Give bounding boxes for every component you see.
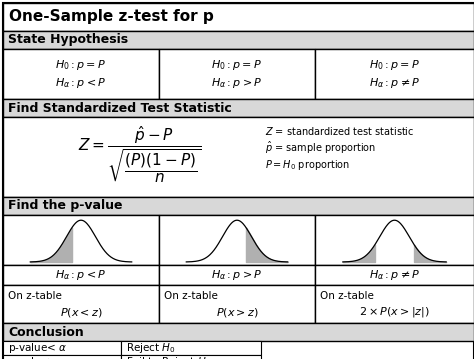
Text: Find the p-value: Find the p-value [8, 200, 122, 213]
Bar [3, 49, 159, 99]
Text: $Z$ = standardized test statistic: $Z$ = standardized test statistic [265, 125, 414, 137]
Text: $H_\alpha: p < P$: $H_\alpha: p < P$ [55, 76, 107, 90]
Bar [159, 215, 315, 265]
Text: $H_\alpha: p \neq P$: $H_\alpha: p \neq P$ [369, 76, 420, 90]
Bar [3, 215, 159, 265]
Bar [315, 285, 474, 323]
Text: One-Sample z-test for p: One-Sample z-test for p [9, 9, 214, 24]
Text: Reject $H_0$: Reject $H_0$ [126, 341, 176, 355]
Bar [3, 117, 474, 197]
Bar [159, 285, 315, 323]
Bar [121, 341, 261, 355]
Bar [159, 49, 315, 99]
Bar [3, 3, 474, 31]
Text: $H_0: p = P$: $H_0: p = P$ [211, 58, 263, 72]
Bar [3, 285, 159, 323]
Text: $H_\alpha: p < P$: $H_\alpha: p < P$ [55, 268, 107, 282]
Bar [3, 31, 474, 49]
Text: $P(x < z)$: $P(x < z)$ [60, 306, 102, 319]
Text: $P = H_0$ proportion: $P = H_0$ proportion [265, 158, 350, 172]
Bar [3, 323, 474, 341]
Bar [315, 265, 474, 285]
Bar [315, 49, 474, 99]
Bar [3, 355, 121, 359]
Bar [315, 215, 474, 265]
Text: $2 \times P(x > |z|)$: $2 \times P(x > |z|)$ [359, 306, 430, 320]
Text: Find Standardized Test Statistic: Find Standardized Test Statistic [8, 102, 232, 115]
Bar [3, 341, 121, 355]
Bar [3, 265, 159, 285]
Text: State Hypothesis: State Hypothesis [8, 33, 128, 47]
Text: $H_\alpha: p > P$: $H_\alpha: p > P$ [211, 76, 263, 90]
Text: Conclusion: Conclusion [8, 326, 84, 339]
Text: $H_0: p = P$: $H_0: p = P$ [369, 58, 420, 72]
Text: $Z = \dfrac{\hat{p} - P}{\sqrt{\dfrac{(P)(1-P)}{n}}}$: $Z = \dfrac{\hat{p} - P}{\sqrt{\dfrac{(P… [79, 125, 201, 185]
Text: $H_\alpha: p \neq P$: $H_\alpha: p \neq P$ [369, 268, 420, 282]
Bar [121, 355, 261, 359]
Text: $H_0: p = P$: $H_0: p = P$ [55, 58, 107, 72]
Text: p-value< $\alpha$: p-value< $\alpha$ [8, 341, 67, 355]
Text: On z-table: On z-table [8, 292, 62, 302]
Bar [3, 197, 474, 215]
Text: On z-table: On z-table [320, 292, 374, 302]
Text: On z-table: On z-table [164, 292, 218, 302]
Bar [3, 99, 474, 117]
Text: $P(x > z)$: $P(x > z)$ [216, 306, 258, 319]
Text: p-value> $\alpha$: p-value> $\alpha$ [8, 355, 67, 359]
Text: $\hat{p}$ = sample proportion: $\hat{p}$ = sample proportion [265, 140, 376, 156]
Text: Fail to Reject $H_0$: Fail to Reject $H_0$ [126, 355, 211, 359]
Bar [159, 265, 315, 285]
Text: $H_\alpha: p > P$: $H_\alpha: p > P$ [211, 268, 263, 282]
